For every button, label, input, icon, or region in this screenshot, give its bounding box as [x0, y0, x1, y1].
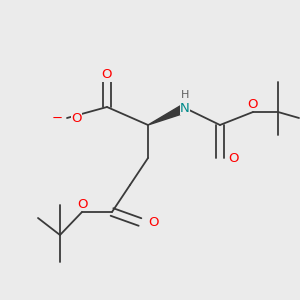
- Text: O: O: [228, 152, 238, 164]
- Text: O: O: [148, 215, 158, 229]
- Text: O: O: [77, 197, 87, 211]
- Text: H: H: [181, 90, 189, 100]
- Text: O: O: [102, 68, 112, 82]
- Text: O: O: [71, 112, 82, 124]
- Polygon shape: [148, 103, 185, 125]
- Text: N: N: [180, 101, 190, 115]
- Text: −: −: [52, 112, 63, 124]
- Text: O: O: [248, 98, 258, 110]
